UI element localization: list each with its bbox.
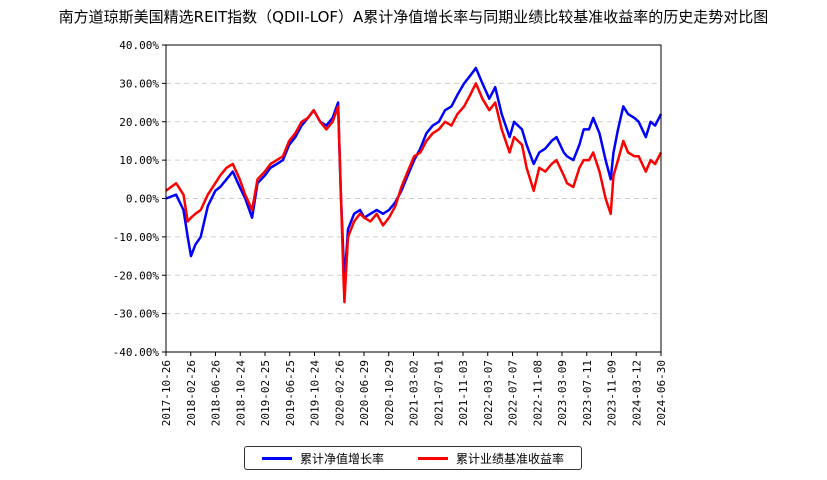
x-tick-label: 2021-11-03	[457, 360, 470, 426]
x-tick-label: 2021-07-01	[432, 360, 445, 426]
x-tick-label: 2018-02-26	[185, 360, 198, 426]
x-tick-label: 2023-03-09	[556, 360, 569, 426]
x-tick-label: 2022-11-08	[531, 360, 544, 426]
series-line-nav	[165, 66, 663, 285]
y-axis: 40.00% 30.00% 20.00% 10.00% 0.00% -10.00% -20.…	[113, 39, 166, 359]
legend-label-benchmark: 累计业绩基准收益率	[455, 451, 564, 466]
x-tick-label: 2023-11-09	[606, 360, 619, 426]
series-layer	[165, 66, 663, 304]
x-tick-label: 2020-10-29	[383, 360, 396, 426]
x-tick-label: 2024-03-12	[630, 360, 643, 426]
legend-item-benchmark: 累计业绩基准收益率	[417, 450, 564, 467]
y-tick-label: 10.00%	[119, 154, 159, 167]
y-tick-label: -40.00%	[113, 346, 160, 359]
legend-label-nav: 累计净值增长率	[299, 451, 384, 466]
x-tick-label: 2022-07-07	[507, 360, 520, 426]
x-tick-label: 2021-03-02	[408, 360, 421, 426]
y-tick-label: -30.00%	[113, 308, 160, 321]
y-tick-label: -20.00%	[113, 269, 160, 282]
x-tick-label: 2019-02-25	[259, 360, 272, 426]
x-tick-label: 2020-06-29	[358, 360, 371, 426]
x-tick-label: 2019-10-24	[309, 360, 322, 427]
legend-item-nav: 累计净值增长率	[261, 450, 384, 467]
x-tick-label: 2018-10-24	[234, 360, 247, 427]
grid-layer	[166, 44, 661, 353]
y-tick-label: 20.00%	[119, 116, 159, 129]
y-tick-label: 40.00%	[119, 39, 159, 52]
x-tick-label: 2024-06-30	[655, 360, 668, 426]
x-tick-label: 2017-10-26	[160, 360, 173, 426]
y-tick-label: 30.00%	[119, 77, 159, 90]
x-tick-label: 2018-06-26	[210, 360, 223, 426]
series-line-benchmark	[165, 82, 663, 304]
x-axis: 2017-10-26 2018-02-26 2018-06-26 2018-10-24…	[160, 352, 668, 426]
y-tick-label: 0.00%	[126, 193, 159, 206]
x-tick-label: 2022-03-07	[482, 360, 495, 426]
legend-swatch-nav	[261, 456, 292, 460]
x-tick-label: 2023-07-11	[581, 360, 594, 426]
chart-legend: 累计净值增长率 累计业绩基准收益率	[244, 446, 582, 470]
x-tick-label: 2020-02-26	[333, 360, 346, 426]
legend-swatch-benchmark	[417, 456, 448, 460]
chart-title: 南方道琼斯美国精选REIT指数（QDII-LOF）A累计净值增长率与同期业绩比较…	[58, 8, 769, 26]
y-tick-label: -10.00%	[113, 231, 160, 244]
x-tick-label: 2019-06-25	[284, 360, 297, 426]
